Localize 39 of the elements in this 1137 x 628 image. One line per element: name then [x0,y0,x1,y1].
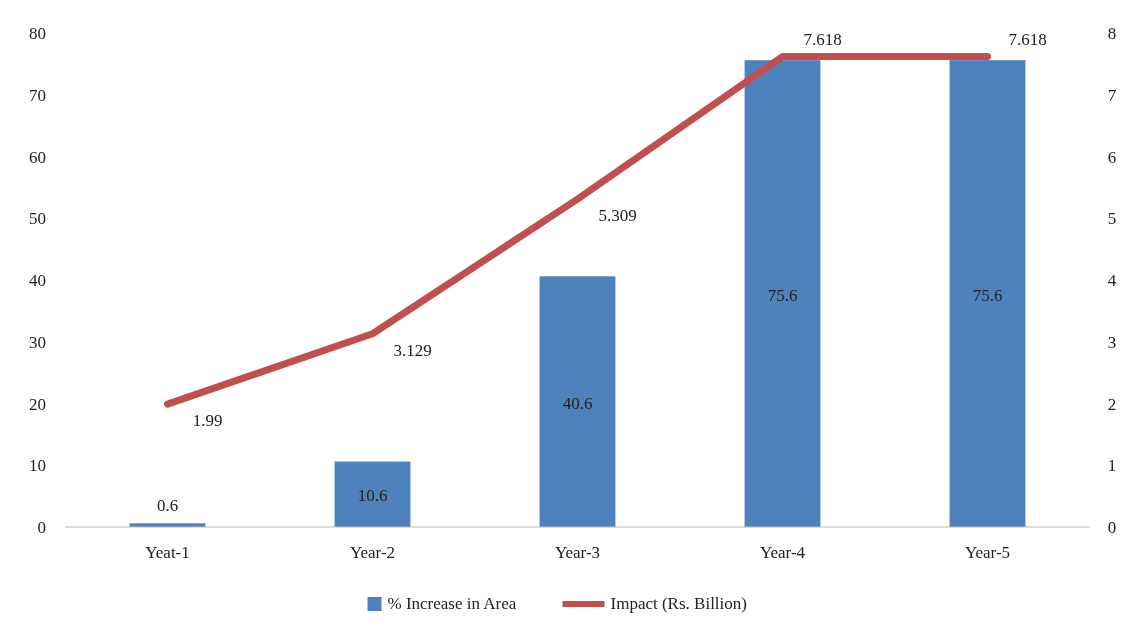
x-tick-label: Year-2 [349,543,396,562]
y-tick-label: 40 [29,271,46,290]
y-tick-label: 20 [29,394,46,414]
y2-tick-label: 0 [1107,518,1117,537]
bar [539,276,616,527]
data-label: 0.6 [156,496,179,516]
legend-label: Impact (Rs. Billion) [610,594,747,613]
data-label: 10.6 [357,486,388,506]
data-label: 5.309 [598,206,637,226]
data-label: 1.99 [192,411,223,431]
y2-tick-label: 3 [1107,332,1117,352]
y-tick-label: 50 [29,209,46,229]
bar [334,461,411,527]
data-label: 75.6 [767,285,798,305]
x-tick-label: Year-5 [964,543,1011,562]
y-tick-label: 60 [29,147,46,167]
y-tick-label: 80 [29,24,46,43]
x-tick-label: Yeat-1 [145,543,190,562]
y-tick-label: 70 [29,85,46,105]
y2-tick-label: 2 [1107,394,1117,414]
y2-tick-label: 6 [1107,147,1117,167]
y2-tick-label: 4 [1107,271,1117,290]
y2-tick-label: 8 [1107,24,1117,43]
y2-tick-label: 5 [1107,209,1117,229]
data-label: 7.618 [1008,29,1047,49]
data-label: 7.618 [803,29,842,49]
legend-label: % Increase in Area [387,594,517,613]
data-label: 40.6 [562,393,593,413]
y-tick-label: 30 [29,332,46,352]
x-tick-label: Year-4 [759,543,806,562]
data-label: 3.129 [393,340,432,360]
y2-tick-label: 1 [1107,456,1117,476]
data-label: 75.6 [972,285,1003,305]
x-tick-label: Year-3 [554,543,601,562]
y2-tick-label: 7 [1107,85,1117,105]
bar [949,60,1026,527]
y-tick-label: 10 [29,456,46,476]
bar [744,60,821,527]
y-tick-label: 0 [37,518,46,537]
